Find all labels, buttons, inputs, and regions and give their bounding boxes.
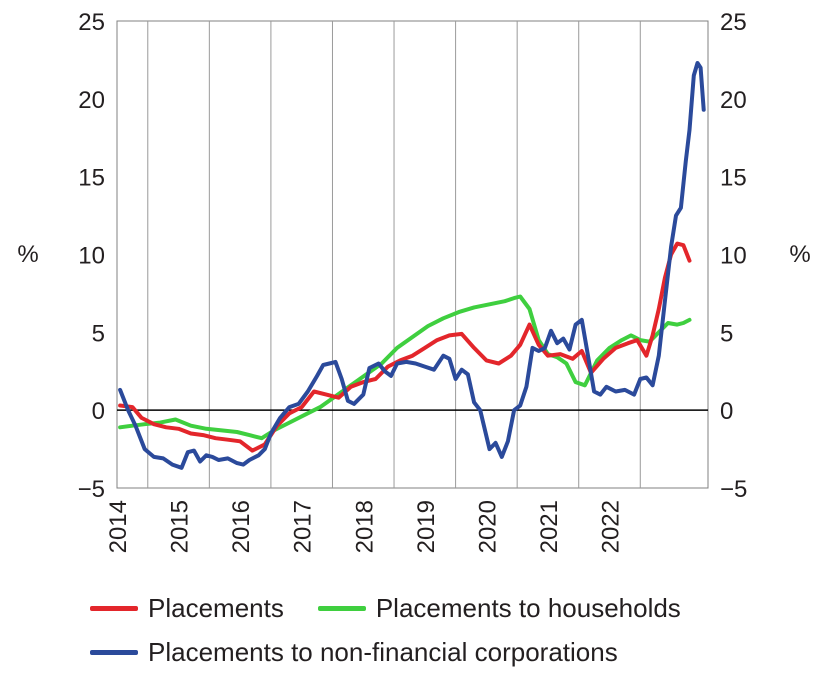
year-label-2019: 2019 — [413, 500, 440, 553]
year-label-2016: 2016 — [228, 500, 255, 553]
legend: Placements Placements to households Plac… — [90, 586, 810, 674]
right-tick-label: 20 — [720, 87, 747, 114]
right-y-unit: % — [789, 241, 810, 268]
series-line-households — [118, 294, 692, 441]
series-line-nfc — [118, 61, 706, 470]
legend-swatch-nfc — [90, 649, 138, 655]
year-label-2021: 2021 — [536, 500, 563, 553]
right-tick-label: 0 — [720, 398, 733, 425]
left-tick-label: −5 — [78, 476, 105, 503]
legend-row-2: Placements to non-financial corporations — [90, 630, 810, 674]
left-y-axis-ticks: −5 0 5 10 15 20 25 — [78, 9, 105, 503]
series-line-placements — [118, 241, 692, 453]
left-tick-label: 0 — [92, 398, 105, 425]
x-axis-year-labels: 2014 2015 2016 2017 2018 2019 2020 2021 2022 — [105, 500, 625, 553]
plot-area — [116, 20, 709, 489]
legend-item-nfc: Placements to non-financial corporations — [90, 637, 618, 668]
left-tick-label: 15 — [78, 165, 105, 192]
legend-label-placements: Placements — [148, 592, 284, 623]
legend-label-households: Placements to households — [375, 592, 681, 623]
legend-item-placements: Placements — [90, 593, 284, 624]
left-y-unit: % — [17, 241, 38, 268]
right-tick-label: 25 — [720, 9, 747, 36]
year-label-2017: 2017 — [290, 500, 317, 553]
left-tick-label: 10 — [78, 243, 105, 270]
left-tick-label: 5 — [92, 320, 105, 347]
right-tick-label: 10 — [720, 243, 747, 270]
right-tick-label: 15 — [720, 165, 747, 192]
year-label-2015: 2015 — [167, 500, 194, 553]
legend-item-households: Placements to households — [317, 592, 681, 624]
left-tick-label: 25 — [78, 9, 105, 36]
year-label-2022: 2022 — [598, 500, 625, 553]
right-tick-label: 5 — [720, 320, 733, 347]
right-tick-label: −5 — [720, 476, 747, 503]
year-gridlines — [147, 21, 641, 488]
legend-swatch-households — [317, 605, 366, 611]
legend-swatch-placements — [90, 605, 138, 611]
series-layer — [118, 61, 706, 470]
legend-label-nfc: Placements to non-financial corporations — [148, 636, 618, 667]
right-y-axis-ticks: −5 0 5 10 15 20 25 — [720, 9, 747, 503]
year-label-2018: 2018 — [351, 500, 378, 553]
year-label-2020: 2020 — [474, 500, 501, 553]
left-tick-label: 20 — [78, 87, 105, 114]
legend-row-1: Placements Placements to households — [90, 586, 810, 630]
year-label-2014: 2014 — [105, 500, 132, 553]
